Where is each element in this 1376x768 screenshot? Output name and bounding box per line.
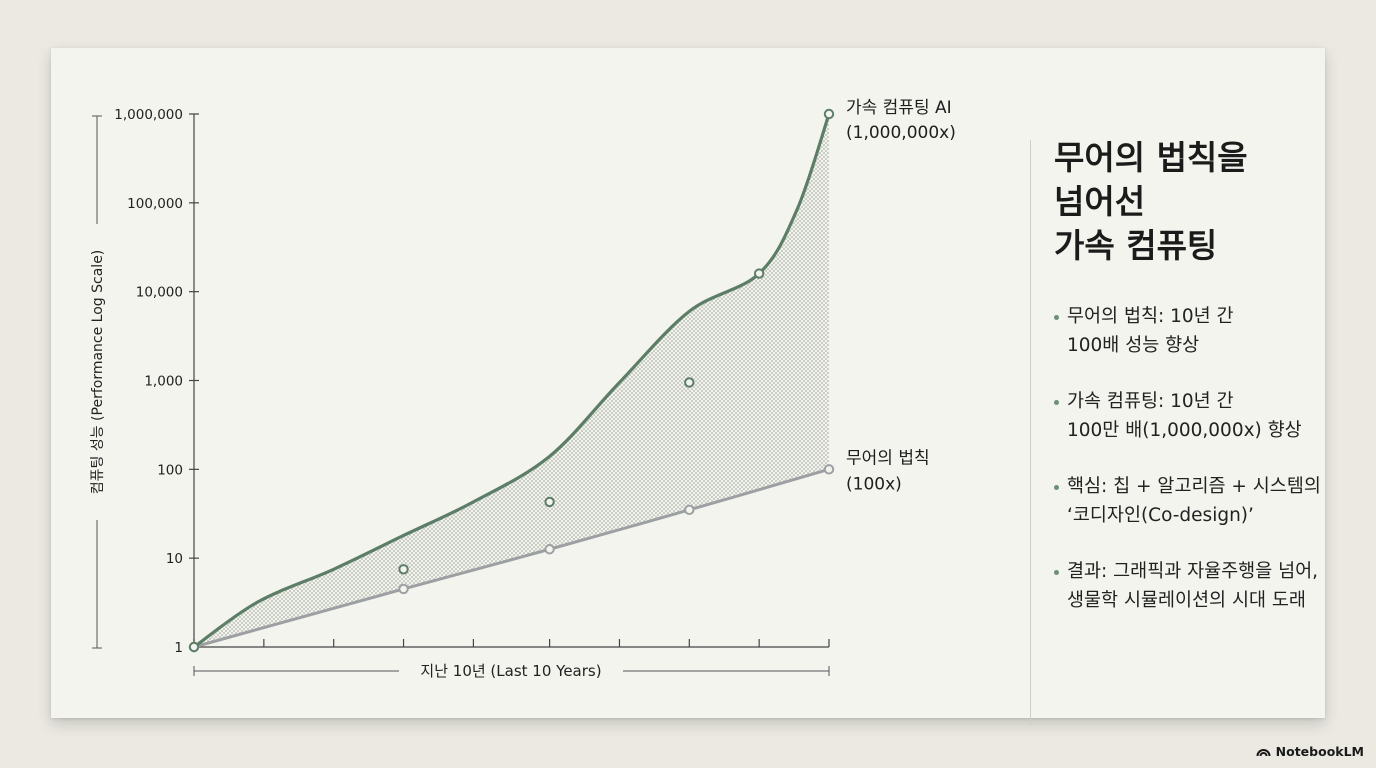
bullet-text: 100만 배(1,000,000x) 향상	[1067, 420, 1302, 441]
bullet-text: 무어의 법칙: 10년 간	[1067, 306, 1234, 327]
bullet-text: 가속 컴퓨팅: 10년 간	[1067, 391, 1234, 412]
notebooklm-logo-icon	[1256, 749, 1271, 757]
performance-chart: 1 10 100 1,000 10,000 100,000 1,000,000 컴퓨팅 성능 …	[90, 98, 956, 680]
panel-title-line: 넘어선	[1054, 182, 1146, 221]
slide-card: 1 10 100 1,000 10,000 100,000 1,000,000 컴퓨팅 성능 …	[51, 48, 1325, 725]
y-tick-label: 10,000	[136, 285, 183, 301]
bullet-text: 핵심: 칩 + 알고리즘 + 시스템의	[1067, 476, 1321, 497]
y-tick-label: 100,000	[127, 196, 183, 212]
bullet-accelerated-computing: 가속 컴퓨팅: 10년 간 100만 배(1,000,000x) 향상	[1054, 387, 1354, 445]
bullet-result: 결과: 그래픽과 자율주행을 넘어, 생물학 시뮬레이션의 시대 도래	[1054, 557, 1354, 615]
bullet-text: 100배 성능 향상	[1067, 335, 1200, 356]
panel-title-line: 무어의 법칙을	[1054, 138, 1248, 177]
accelerated-data-point	[188, 641, 200, 653]
bullet-text: 생물학 시뮬레이션의 시대 도래	[1067, 590, 1306, 611]
moore-data-point	[684, 504, 695, 516]
bullet-dot	[1054, 400, 1059, 405]
y-tick-label: 1,000	[144, 374, 183, 390]
accelerated-data-point	[684, 377, 695, 388]
accelerated-data-point	[753, 268, 765, 279]
y-axis-label: 컴퓨팅 성능 (Performance Log Scale)	[90, 250, 106, 495]
bullet-dot	[1054, 485, 1059, 490]
brand-name: NotebookLM	[1275, 744, 1364, 759]
bullet-moores-law: 무어의 법칙: 10년 간 100배 성능 향상	[1054, 302, 1354, 360]
y-tick-label: 1,000,000	[114, 107, 183, 123]
area-between-series	[194, 114, 829, 647]
accelerated-series-label: (1,000,000x)	[846, 123, 956, 143]
bullet-text: 결과: 그래픽과 자율주행을 넘어,	[1067, 561, 1319, 582]
moore-series-label: 무어의 법칙	[846, 448, 930, 468]
y-tick-label: 100	[157, 462, 183, 478]
moore-data-point	[544, 544, 555, 555]
bullet-text: ‘코디자인(Co-design)’	[1067, 505, 1254, 526]
y-tick-label: 1	[174, 640, 183, 656]
bullet-dot	[1054, 315, 1059, 320]
accelerated-data-point	[398, 564, 409, 575]
panel-divider	[1030, 140, 1031, 725]
accelerated-series-label: 가속 컴퓨팅 AI	[846, 98, 952, 118]
accelerated-data-point	[823, 108, 835, 120]
bullet-dot	[1054, 570, 1059, 575]
moore-data-point	[398, 583, 409, 595]
x-axis-label: 지난 10년 (Last 10 Years)	[420, 662, 601, 680]
y-tick-label: 10	[166, 551, 183, 567]
brand-watermark: NotebookLM	[1256, 744, 1364, 759]
accelerated-data-point	[544, 496, 555, 508]
summary-panel: 무어의 법칙을 넘어선 가속 컴퓨팅 무어의 법칙: 10년 간 100배 성능…	[1054, 136, 1354, 642]
panel-title-line: 가속 컴퓨팅	[1054, 226, 1218, 265]
panel-title: 무어의 법칙을 넘어선 가속 컴퓨팅	[1054, 136, 1354, 268]
bullet-core: 핵심: 칩 + 알고리즘 + 시스템의 ‘코디자인(Co-design)’	[1054, 472, 1354, 530]
moore-data-point	[823, 464, 835, 475]
moore-series-label: (100x)	[846, 474, 902, 494]
accelerated-series-line	[192, 112, 831, 649]
